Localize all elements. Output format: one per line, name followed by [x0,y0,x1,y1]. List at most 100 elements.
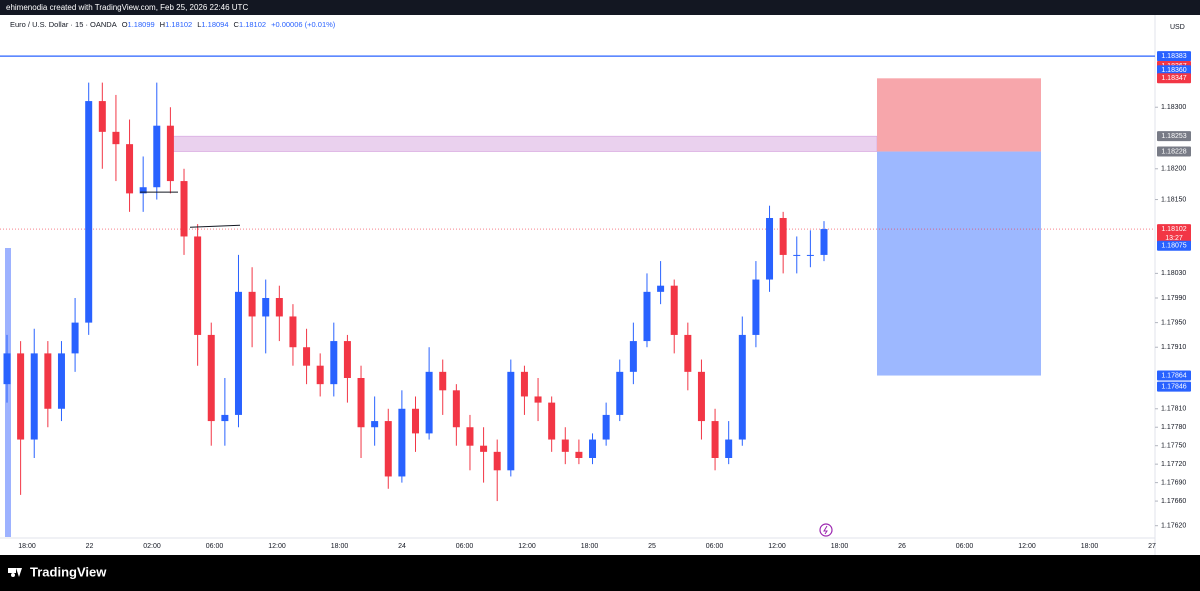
candle-body [425,371,433,434]
candle-body [412,408,419,434]
ohlc-key: H [160,20,165,29]
footer-bar [0,555,1200,591]
candle-body [207,334,215,422]
x-tick-label: 12:00 [1018,543,1036,550]
candle-body [548,402,556,440]
ohlc-value: 1.18099 [128,20,155,29]
ohlc-key: L [197,20,201,29]
x-tick-label: 12:00 [518,543,536,550]
candle-body [17,353,25,440]
candle-body [371,421,379,428]
caption: ehimenodia created with TradingView.com,… [6,3,248,12]
price-label: 1.18102 [1161,226,1186,233]
x-tick-label: 18:00 [18,543,36,550]
ohlc-key: O [122,20,128,29]
candle-body [452,390,460,428]
candle-body [153,125,161,188]
candle-body [248,291,256,317]
candle-body [330,341,338,385]
candle-body [507,371,515,471]
ohlc-value: 1.18102 [165,20,192,29]
candle-body [234,291,242,415]
stop-zone [877,78,1041,152]
price-label: 1.18360 [1161,67,1186,74]
price-label: 1.18228 [1161,148,1186,155]
zone [169,135,878,152]
price-label: 1.18253 [1161,133,1186,140]
candle-body [629,341,637,372]
price-label-box [1157,73,1191,84]
x-tick-label: 12:00 [768,543,786,550]
ohlc-value: 1.18102 [239,20,266,29]
ohlc-key: C [234,20,240,29]
candle-body [657,285,665,292]
y-tick-label: 1.17950 [1161,319,1186,326]
candle-body [57,353,65,409]
candle-body [793,254,801,256]
price-label: 1.17846 [1161,383,1186,390]
candle-body [480,445,488,452]
candle-body [221,414,229,422]
price-label-box [1157,240,1191,251]
candle-body [384,421,392,477]
target-zone [877,151,1041,376]
price-label-box [1157,224,1191,244]
candle-body [520,371,528,397]
candle-body [806,254,814,256]
y-tick-label: 1.17620 [1161,523,1186,530]
x-tick-label: 22 [86,543,94,550]
price-label: 1.18383 [1161,53,1186,60]
price-label-box [1157,381,1191,392]
event-icon[interactable] [819,523,833,537]
candle-body [180,181,188,237]
candle-body [303,347,311,366]
countdown: 13:27 [1165,235,1183,242]
change: +0.00006 (+0.01%) [271,20,336,29]
price-label: 1.18075 [1161,243,1186,250]
x-tick-label: 06:00 [456,543,474,550]
candle-body [289,316,297,348]
candle-body [139,187,147,194]
candle-body [602,414,610,440]
price-label: 1.18347 [1161,75,1186,82]
x-tick-label: 06:00 [206,543,224,550]
symbol-legend: Euro / U.S. Dollar · 15 · OANDA O1.18099 H… [10,20,336,29]
brand-logo [8,568,22,577]
candle-body [98,101,106,132]
candle-body [112,131,120,145]
x-tick-label: 18:00 [581,543,599,550]
candle-body [725,439,733,458]
x-tick-label: 18:00 [1081,543,1099,550]
candle-body [343,341,351,378]
candle-body [534,396,542,403]
y-tick-label: 1.17780 [1161,424,1186,431]
x-tick-label: 18:00 [331,543,349,550]
y-tick-label: 1.17990 [1161,295,1186,302]
top-bar [0,0,1200,15]
candle-body [194,236,202,335]
x-tick-label: 06:00 [956,543,974,550]
candle-body [44,353,52,409]
candle-body [493,451,501,471]
y-tick-label: 1.17810 [1161,406,1186,413]
y-tick-label: 1.18150 [1161,196,1186,203]
y-tick-label: 1.18300 [1161,104,1186,111]
price-label-box [1157,51,1191,62]
candle-body [85,101,93,323]
y-tick-label: 1.18030 [1161,270,1186,277]
x-tick-label: 26 [898,543,906,550]
candle-body [575,451,583,458]
price-label-box [1157,131,1191,142]
candle-body [738,334,746,440]
candle-body [684,334,692,372]
candle-body [275,298,283,317]
x-tick-label: 27 [1148,543,1156,550]
candle-body [126,144,134,194]
x-tick-label: 25 [648,543,656,550]
candle-body [697,371,705,422]
left-highlight [5,248,11,537]
candle-body [398,408,406,477]
x-tick-label: 18:00 [831,543,849,550]
